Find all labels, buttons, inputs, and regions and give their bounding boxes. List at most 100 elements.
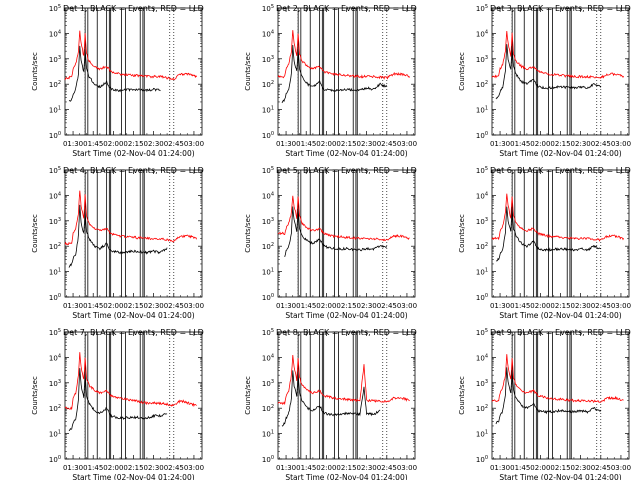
x-tick-label: 03:00 [397,302,417,310]
plot-frame [64,169,203,298]
x-tick-label: 03:00 [184,302,204,310]
x-tick-label: 01:45 [83,140,103,148]
y-tick-label: 100 [49,293,61,302]
y-axis-label: Counts/sec [31,376,39,415]
x-tick-label: 02:45 [377,302,397,310]
x-tick-label: 03:00 [397,464,417,472]
plot-frame [491,7,630,136]
x-axis-label: Start Time (02-Nov-04 01:24:00) [72,149,194,158]
panel-det-3: Det 3, BLACK = Events, RED = LLD10010110… [458,4,631,158]
y-tick-label: 104 [476,29,488,38]
x-axis-label: Start Time (02-Nov-04 01:24:00) [285,473,407,480]
lld-series-line [64,190,197,246]
y-tick-label: 102 [49,80,61,89]
x-axis-label: Start Time (02-Nov-04 01:24:00) [72,311,194,320]
panel-det-2: Det 2, BLACK = Events, RED = LLD10010110… [244,4,417,158]
x-tick-label: 02:30 [571,140,591,148]
x-tick-label: 02:30 [144,302,164,310]
y-tick-label: 100 [262,455,274,464]
x-tick-label: 02:00 [530,140,550,148]
x-tick-label: 02:15 [550,302,570,310]
plot-frame [491,169,630,298]
x-tick-label: 02:00 [103,302,123,310]
x-tick-label: 02:30 [357,302,377,310]
y-tick-label: 102 [262,404,274,413]
lld-series-line [491,354,624,403]
x-tick-label: 02:00 [316,464,336,472]
x-tick-label: 02:00 [103,140,123,148]
y-tick-label: 103 [262,217,274,226]
panel-det-7: Det 7, BLACK = Events, RED = LLD10010110… [31,328,204,482]
y-tick-label: 103 [49,55,61,64]
x-tick-label: 02:00 [530,302,550,310]
y-tick-label: 103 [262,379,274,388]
x-tick-label: 01:30 [63,464,83,472]
x-tick-label: 01:30 [276,140,296,148]
x-tick-label: 02:45 [591,302,611,310]
y-tick-label: 105 [262,166,274,175]
y-tick-label: 100 [262,131,274,140]
panel-det-5: Det 5, BLACK = Events, RED = LLD10010110… [244,166,417,320]
panel-det-8: Det 8, BLACK = Events, RED = LLD10010110… [244,328,417,482]
x-tick-label: 03:00 [397,140,417,148]
x-tick-label: 02:45 [164,140,184,148]
y-tick-label: 100 [49,455,61,464]
events-series-line [281,370,381,427]
y-tick-label: 103 [49,217,61,226]
y-tick-label: 101 [262,430,274,439]
lld-series-line [277,354,410,406]
x-tick-label: 02:30 [571,464,591,472]
y-tick-label: 104 [49,353,61,362]
y-tick-label: 101 [476,106,488,115]
y-tick-label: 103 [49,379,61,388]
x-axis-label: Start Time (02-Nov-04 01:24:00) [499,311,621,320]
y-tick-label: 104 [476,191,488,200]
y-axis-label: Counts/sec [244,214,252,253]
y-tick-label: 100 [49,131,61,140]
x-tick-label: 01:45 [83,464,103,472]
x-tick-label: 01:45 [510,464,530,472]
events-series-line [495,367,602,425]
panel-det-9: Det 9, BLACK = Events, RED = LLD10010110… [458,328,631,482]
y-tick-label: 105 [476,166,488,175]
y-tick-label: 104 [49,191,61,200]
y-tick-label: 105 [49,166,61,175]
plot-frame [491,331,630,460]
plot-frame [277,331,416,460]
y-tick-label: 100 [476,131,488,140]
events-series-line [281,44,388,104]
x-tick-label: 02:45 [591,140,611,148]
x-tick-label: 01:45 [296,464,316,472]
x-tick-label: 02:30 [571,302,591,310]
lld-series-line [277,30,410,80]
y-axis-label: Counts/sec [244,52,252,91]
x-tick-label: 02:45 [164,464,184,472]
y-tick-label: 102 [262,242,274,251]
y-tick-label: 102 [476,242,488,251]
y-tick-label: 102 [476,404,488,413]
x-tick-label: 02:30 [357,140,377,148]
y-tick-label: 101 [262,106,274,115]
x-tick-label: 01:45 [510,302,530,310]
x-tick-label: 03:00 [184,464,204,472]
lld-series-line [64,352,197,411]
y-axis-label: Counts/sec [31,52,39,91]
x-tick-label: 01:30 [490,464,510,472]
x-tick-label: 01:45 [296,302,316,310]
y-tick-label: 104 [49,29,61,38]
x-tick-label: 02:45 [164,302,184,310]
x-axis-label: Start Time (02-Nov-04 01:24:00) [72,473,194,480]
y-tick-label: 101 [476,430,488,439]
x-tick-label: 01:45 [83,302,103,310]
x-tick-label: 03:00 [611,140,631,148]
x-tick-label: 02:00 [316,302,336,310]
x-tick-label: 02:15 [336,302,356,310]
events-series-line [284,206,388,258]
y-tick-label: 100 [476,293,488,302]
y-tick-label: 100 [476,455,488,464]
y-tick-label: 104 [262,191,274,200]
x-axis-label: Start Time (02-Nov-04 01:24:00) [499,473,621,480]
y-tick-label: 105 [262,4,274,13]
x-tick-label: 02:30 [357,464,377,472]
x-tick-label: 01:30 [63,302,83,310]
